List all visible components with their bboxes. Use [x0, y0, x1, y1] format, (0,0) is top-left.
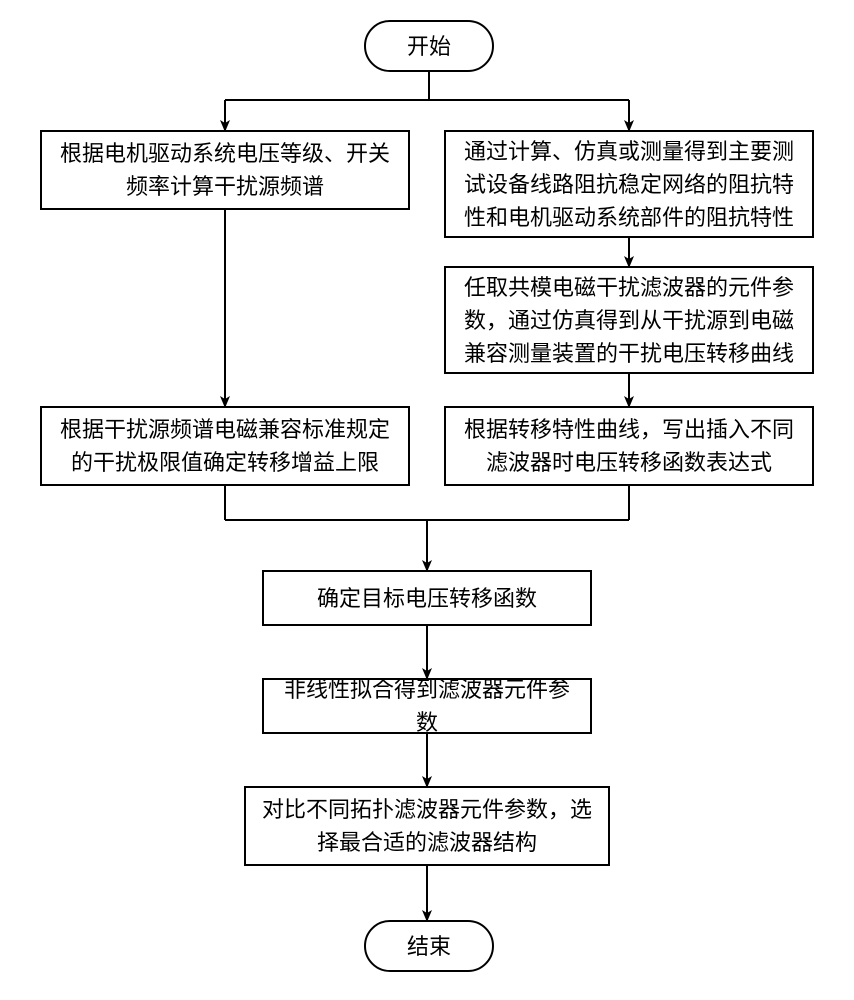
process-mid1-label: 确定目标电压转移函数: [317, 582, 537, 615]
process-left2-label: 根据干扰源频谱电磁兼容标准规定 的干扰极限值确定转移增益上限: [60, 413, 390, 479]
start-node: 开始: [364, 20, 494, 72]
end-label: 结束: [407, 930, 451, 963]
process-right1: 通过计算、仿真或测量得到主要测 试设备线路阻抗稳定网络的阻抗特 性和电机驱动系统…: [444, 130, 814, 238]
flowchart-container: 开始 根据电机驱动系统电压等级、开关 频率计算干扰源频谱 通过计算、仿真或测量得…: [0, 0, 854, 1000]
process-mid2: 非线性拟合得到滤波器元件参数: [262, 678, 592, 734]
process-right3-label: 根据转移特性曲线，写出插入不同 滤波器时电压转移函数表达式: [464, 413, 794, 479]
process-mid3: 对比不同拓扑滤波器元件参数，选 择最合适的滤波器结构: [244, 786, 610, 866]
process-right1-label: 通过计算、仿真或测量得到主要测 试设备线路阻抗稳定网络的阻抗特 性和电机驱动系统…: [464, 135, 794, 234]
process-left2: 根据干扰源频谱电磁兼容标准规定 的干扰极限值确定转移增益上限: [40, 406, 410, 486]
process-mid1: 确定目标电压转移函数: [262, 570, 592, 626]
process-right3: 根据转移特性曲线，写出插入不同 滤波器时电压转移函数表达式: [444, 406, 814, 486]
process-left1: 根据电机驱动系统电压等级、开关 频率计算干扰源频谱: [40, 130, 410, 210]
process-right2: 任取共模电磁干扰滤波器的元件参 数，通过仿真得到从干扰源到电磁 兼容测量装置的干…: [444, 266, 814, 374]
end-node: 结束: [364, 920, 494, 972]
process-right2-label: 任取共模电磁干扰滤波器的元件参 数，通过仿真得到从干扰源到电磁 兼容测量装置的干…: [464, 271, 794, 370]
process-left1-label: 根据电机驱动系统电压等级、开关 频率计算干扰源频谱: [60, 137, 390, 203]
process-mid2-label: 非线性拟合得到滤波器元件参数: [276, 673, 578, 739]
start-label: 开始: [407, 30, 451, 63]
process-mid3-label: 对比不同拓扑滤波器元件参数，选 择最合适的滤波器结构: [262, 793, 592, 859]
